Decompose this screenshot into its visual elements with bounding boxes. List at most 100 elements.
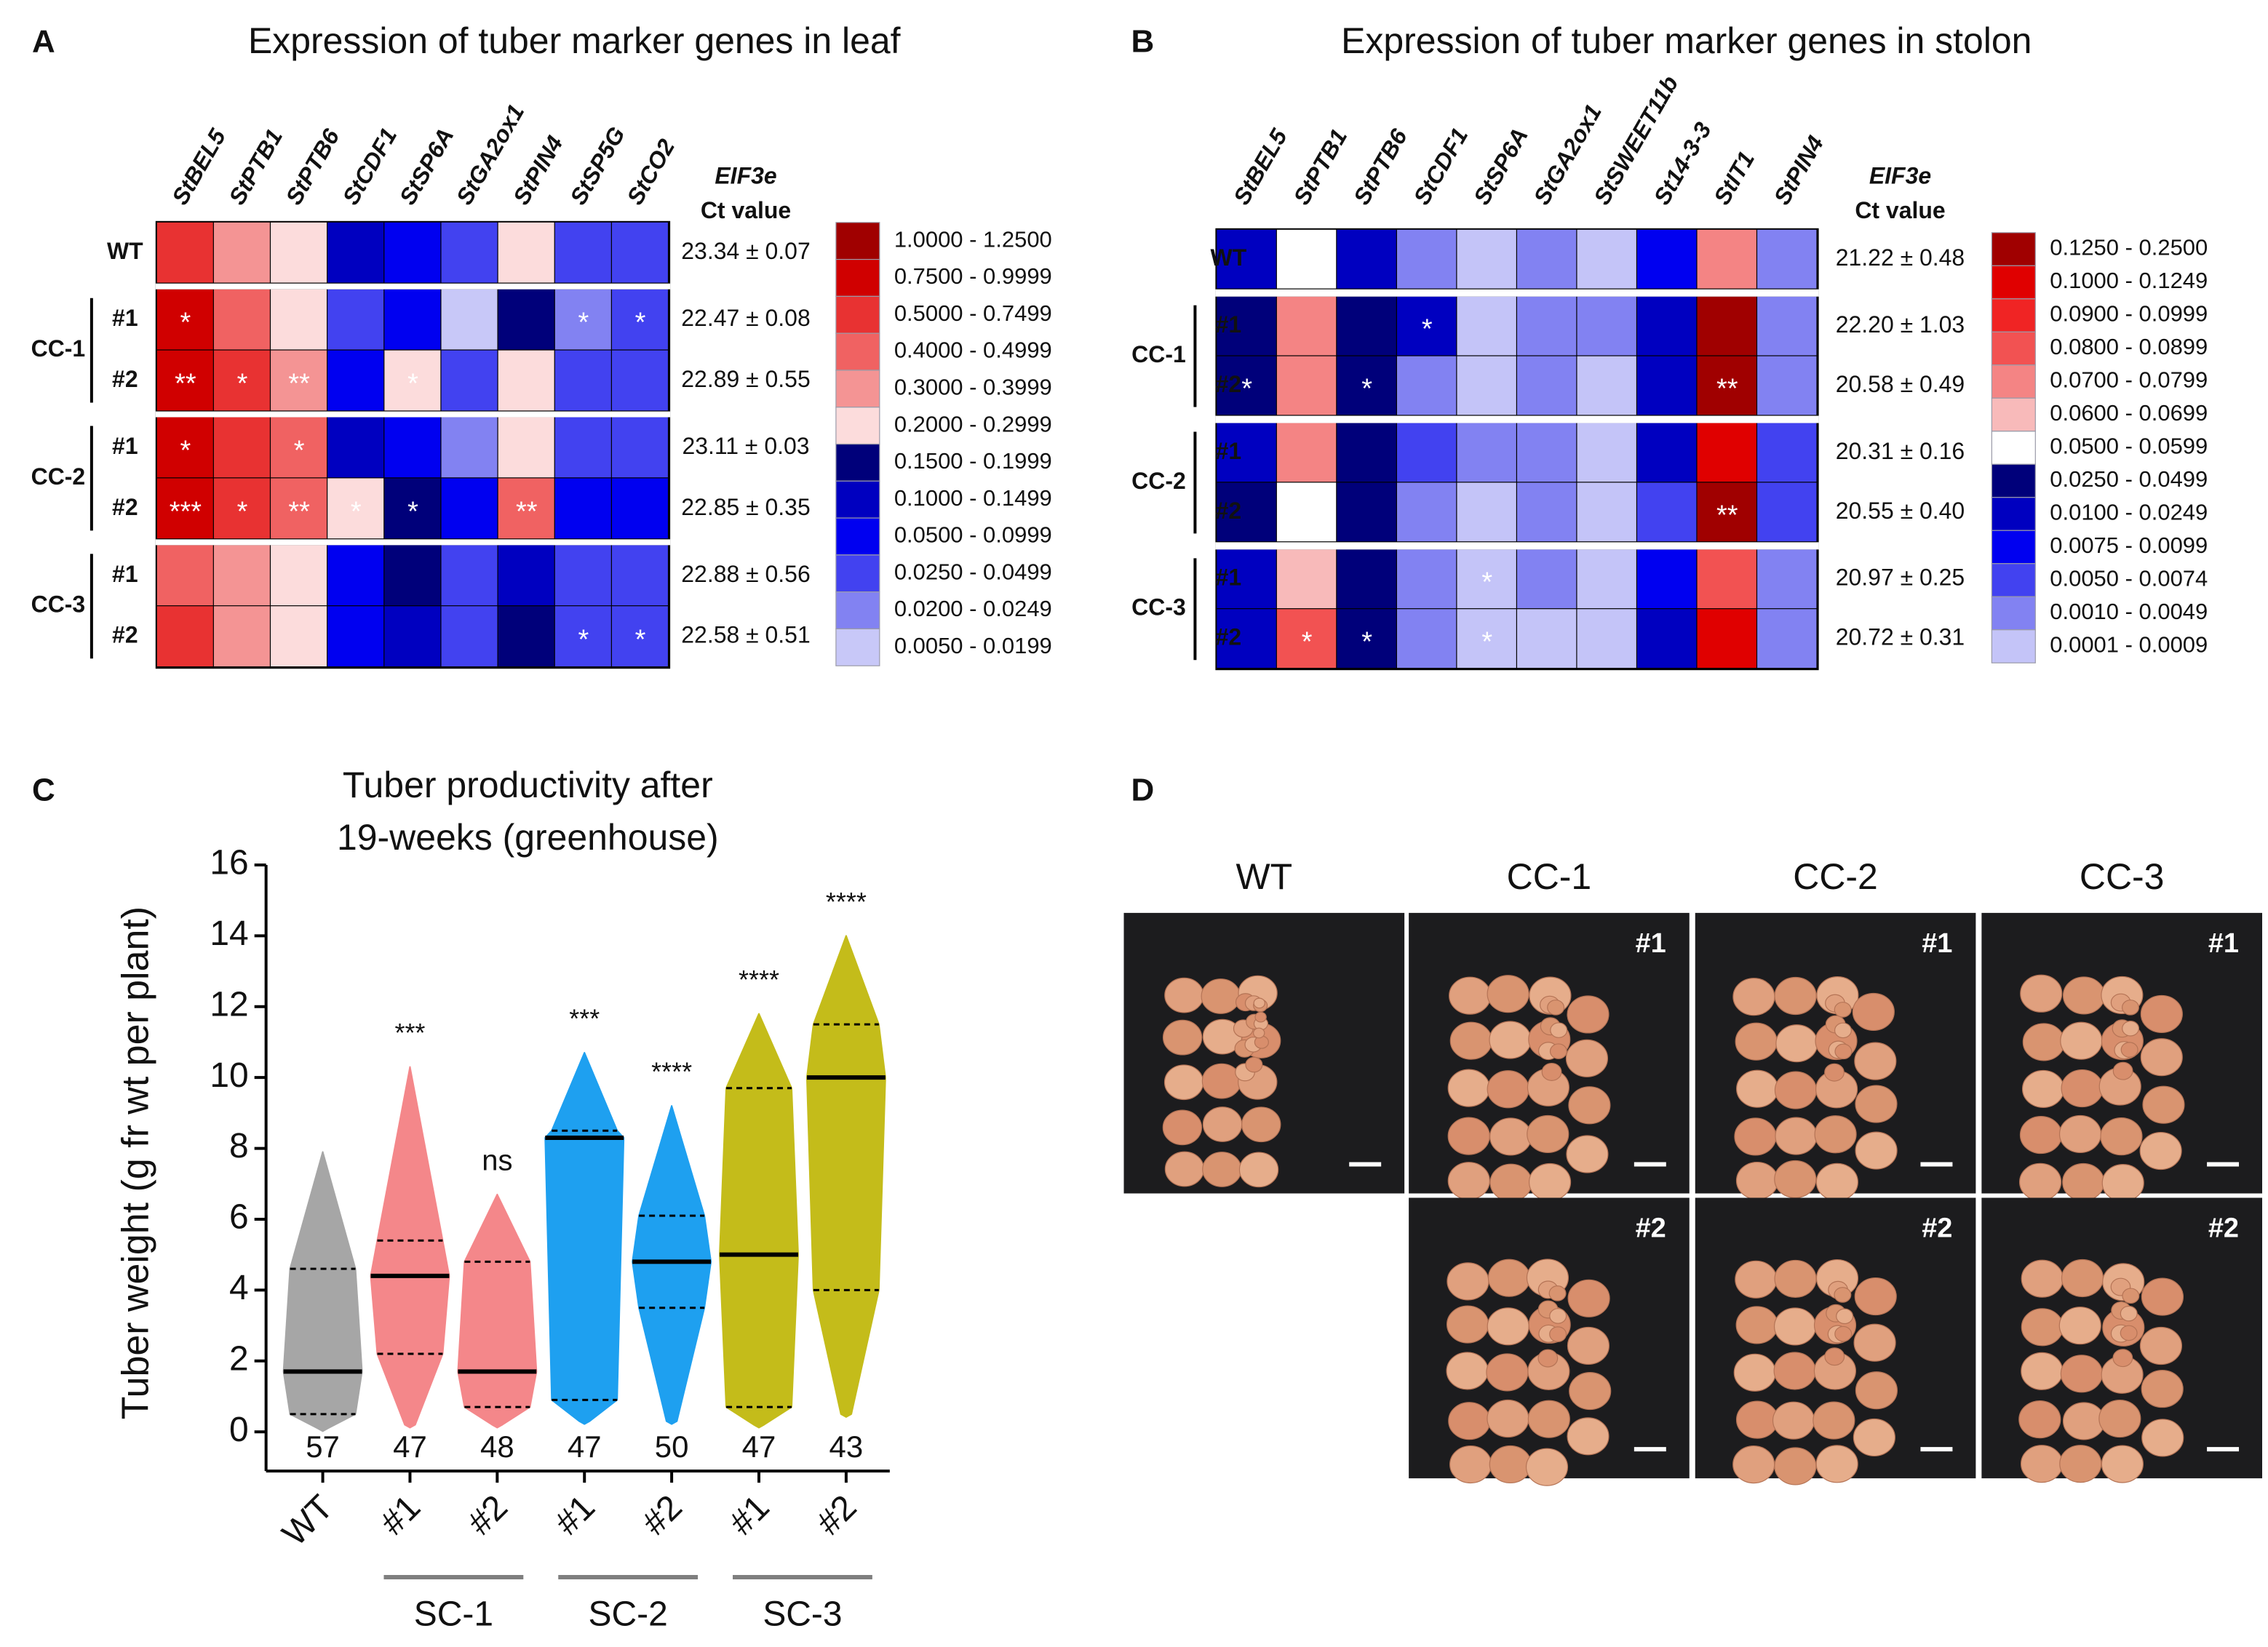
heatmap-cell [1577,356,1636,415]
tuber [1815,1445,1858,1483]
tuber [1447,1069,1490,1107]
significance-label: **** [826,887,867,917]
heatmap-cell [1217,549,1276,609]
heatmap-cell [1337,423,1396,482]
gene-label: StSP6A [1468,124,1533,210]
heatmap-cell [1757,609,1817,669]
ct-value: 22.47 ± 0.08 [681,305,810,331]
tuber [1527,1400,1570,1438]
tuber [1834,1325,1853,1342]
heatmap-cell [554,289,611,350]
heatmap-cell [1516,609,1577,669]
heatmap-cell [156,545,213,606]
tuber [1549,1308,1567,1324]
legend-swatch [835,517,880,556]
tuber [2140,1038,2183,1077]
tuber [1834,1022,1852,1039]
heatmap-cell [1516,229,1577,289]
significance-star: * [237,369,248,399]
gene-label: StBEL5 [167,124,231,209]
significance-label: **** [651,1057,692,1087]
heatmap-cell [1637,482,1697,542]
tuber [1486,1353,1529,1392]
heatmap-cell [384,478,441,539]
tuber [1774,976,1817,1016]
tuber [2122,1020,2140,1037]
violin [719,1013,799,1429]
significance-star: * [407,496,418,527]
ct-value: 20.97 ± 0.25 [1836,565,1965,591]
tuber [1162,1019,1203,1056]
legend-label: 0.4000 - 0.4999 [894,338,1052,363]
ct-value: 22.89 ± 0.55 [681,366,810,392]
tuber [1489,1163,1532,1202]
chart-title: 19-weeks (greenhouse) [337,817,719,858]
legend-label: 0.5000 - 0.7499 [894,300,1052,326]
heatmap-cell [441,478,498,539]
heatmap-cell [1577,229,1636,289]
tuber [2062,1402,2106,1440]
tuber [1736,1069,1779,1108]
tuber [1834,1287,1852,1303]
tuber [1489,1117,1532,1156]
panel-label: D [1131,773,1155,808]
legend-label: 0.0500 - 0.0599 [2050,434,2208,459]
heatmap-cell [1516,423,1577,482]
legend-label: 0.0050 - 0.0199 [894,633,1052,658]
tuber [1773,1352,1816,1390]
tuber [2112,1061,2133,1080]
photo-header: WT [1236,856,1293,897]
heatmap-cell [1396,549,1457,609]
tuber [1567,1279,1610,1317]
legend-label: 0.0050 - 0.0074 [2050,566,2208,591]
significance-label: **** [739,965,779,994]
significance-star: * [1481,626,1492,657]
heatmap-cell [213,350,270,411]
ct-header: EIF3e [715,162,776,188]
tuber [1774,1160,1817,1199]
panel-label: C [32,773,55,808]
heatmap-cell [554,606,611,667]
tuber [2141,1370,2184,1408]
row-label: #2 [1216,371,1242,397]
heatmap-cell [1276,356,1337,415]
photo-header: CC-1 [1507,856,1592,897]
heatmap-title: Expression of tuber marker genes in leaf [248,20,901,61]
legend-swatch [1991,232,2036,266]
tuber [2021,1069,2065,1108]
heatmap-cell [1637,549,1697,609]
heatmap-cell [1276,482,1337,542]
tuber [1836,1308,1854,1325]
legend-swatch [1991,298,2036,332]
tuber [1253,1027,1265,1039]
tuber [1773,1307,1817,1346]
heatmap-cell [271,417,327,478]
heatmap-cell [156,222,213,283]
photo-header: CC-2 [1793,856,1878,897]
group-separator [155,411,671,418]
tuber [1201,1063,1242,1099]
group-label: CC-1 [31,335,86,362]
heatmap-cell [1217,296,1276,356]
heatmap-cell [1757,356,1817,415]
significance-star: ** [288,496,310,527]
heatmap-cell [498,289,554,350]
legend-swatch [835,480,880,519]
y-tick-label: 16 [210,844,248,882]
tuber [1487,1307,1529,1346]
tuber [1548,1285,1567,1301]
tuber [1201,978,1241,1014]
heatmap-cell [1577,609,1636,669]
tuber [1735,1306,1778,1344]
row-label: #2 [112,494,138,520]
tuber [1487,1070,1529,1109]
heatmap-cell [327,417,384,478]
legend-swatch [835,407,880,445]
significance-star: * [1241,374,1252,404]
tuber [1852,992,1895,1032]
ct-value: 22.88 ± 0.56 [681,561,810,587]
group-label: CC-2 [31,463,86,490]
tuber [1528,1163,1572,1202]
heatmap-cell [611,289,668,350]
